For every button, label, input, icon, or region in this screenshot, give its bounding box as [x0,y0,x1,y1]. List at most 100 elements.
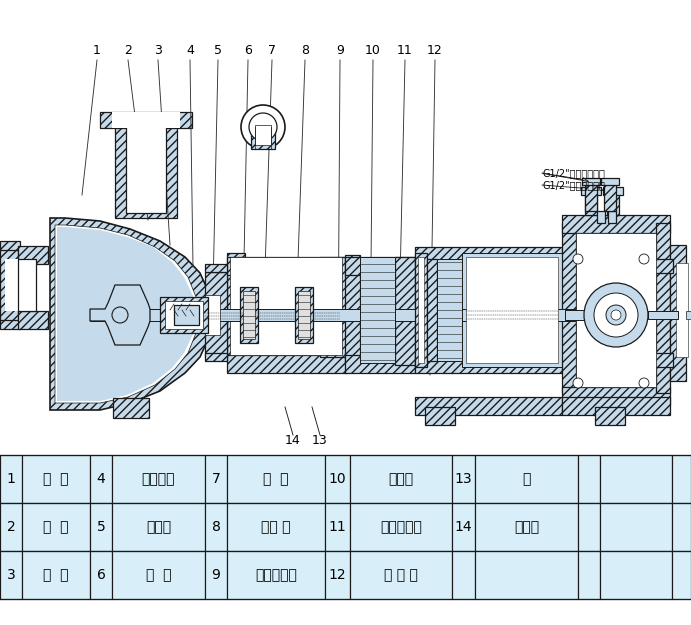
Circle shape [639,254,649,264]
Bar [415,397,562,415]
Text: 3: 3 [7,568,15,582]
Text: 静  环: 静 环 [44,520,68,534]
Bar [90,503,112,551]
Text: 10: 10 [329,472,346,486]
Bar [655,353,673,367]
Bar [562,215,670,233]
Bar [0,503,22,551]
Bar [227,355,347,373]
Text: 4: 4 [186,44,194,56]
Circle shape [611,310,621,320]
Bar [345,257,415,275]
Bar [115,123,177,218]
Text: 止推环: 止推环 [146,520,171,534]
Bar [350,551,452,599]
Text: 轴  承: 轴 承 [146,568,171,582]
Bar [205,272,227,357]
Bar [0,0,691,450]
Bar [415,247,562,265]
Text: 7: 7 [268,44,276,56]
Bar [174,305,199,325]
Bar [585,193,597,215]
Circle shape [241,105,285,149]
Text: 12: 12 [329,568,346,582]
Bar [562,223,576,393]
Text: 轴: 轴 [522,472,531,486]
Bar [578,455,600,503]
Text: 8: 8 [301,44,309,56]
Bar [604,183,616,211]
Bar [22,503,90,551]
Bar [113,398,149,418]
Polygon shape [55,225,198,403]
Bar [475,503,578,551]
Bar [581,187,601,195]
Bar [475,551,578,599]
Circle shape [606,305,626,325]
Bar [112,551,205,599]
Text: 2: 2 [7,520,15,534]
Bar [325,551,350,599]
Text: 联接架: 联接架 [514,520,539,534]
Bar [600,503,672,551]
Text: 12: 12 [427,44,443,56]
Text: G1/2"冷却出水接管: G1/2"冷却出水接管 [543,168,606,178]
Bar [227,503,325,551]
Bar [452,455,475,503]
Bar [576,233,656,387]
Bar [656,223,670,393]
Text: 10: 10 [365,44,381,56]
Circle shape [573,378,583,388]
Circle shape [249,113,277,141]
Bar [562,387,670,405]
Bar [227,551,325,599]
Bar [345,255,360,365]
Polygon shape [90,285,150,345]
Bar [325,503,350,551]
Text: 11: 11 [397,44,413,56]
Circle shape [573,254,583,264]
Text: 4: 4 [97,472,105,486]
Circle shape [112,307,128,323]
Polygon shape [57,227,195,401]
Text: 1: 1 [93,44,101,56]
Bar [452,503,475,551]
Bar [22,455,90,503]
Text: 叶  轮: 叶 轮 [44,568,68,582]
Bar [205,264,227,272]
Bar [165,301,203,329]
Bar [600,551,672,599]
Bar [437,259,462,361]
Text: 6: 6 [244,44,252,56]
Bar [160,297,208,333]
Bar [672,503,691,551]
Bar [205,353,227,361]
Text: 2: 2 [124,44,132,56]
Bar [5,259,18,311]
Bar [18,311,48,329]
Bar [325,455,350,503]
Bar [205,455,227,503]
Bar [345,355,415,373]
Bar [205,295,220,335]
Text: 9: 9 [336,44,344,56]
Text: 内磁锂总成: 内磁锂总成 [380,520,422,534]
Bar [100,112,192,128]
Bar [360,257,395,363]
Text: 轴  套: 轴 套 [263,472,289,486]
Bar [255,125,271,145]
Circle shape [639,378,649,388]
Bar [112,455,205,503]
Text: 轴承 体: 轴承 体 [261,520,291,534]
Bar [600,455,672,503]
Bar [18,246,48,264]
Circle shape [594,293,638,337]
Bar [395,257,415,365]
Bar [582,178,600,185]
Bar [350,455,452,503]
Bar [601,178,619,185]
Circle shape [584,283,648,347]
Bar [350,503,452,551]
Text: 5: 5 [97,520,105,534]
Bar [676,263,688,357]
